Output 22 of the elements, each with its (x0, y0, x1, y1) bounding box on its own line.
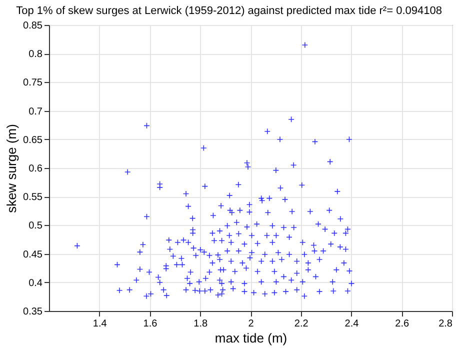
x-tick-label: 2.6 (395, 318, 410, 330)
y-tick-label: 0.55 (23, 192, 43, 204)
y-tick-label: 0.8 (28, 49, 43, 60)
y-tick-label: 0.85 (23, 20, 43, 32)
x-axis-title: max tide (m) (214, 330, 288, 346)
y-tick-label: 0.5 (28, 220, 43, 232)
y-tick-label: 0.45 (23, 249, 43, 260)
y-axis-title: skew surge (m) (4, 124, 20, 213)
x-tick-label: 2.4 (344, 318, 360, 330)
y-tick-label: 0.65 (23, 134, 43, 146)
y-tick-label: 0.75 (23, 78, 43, 89)
y-tick-label: 0.35 (23, 306, 43, 318)
x-tick-label: 2 (248, 318, 254, 330)
x-tick-label: 1.8 (194, 318, 208, 330)
x-tick-label: 1.6 (143, 318, 158, 330)
y-tick-label: 0.7 (28, 106, 43, 118)
x-tick-label: 1.4 (92, 318, 108, 330)
chart-title: Top 1% of skew surges at Lerwick (1959-2012) against predicted max tide r²= 0.094108 (16, 5, 442, 17)
y-tick-label: 0.6 (28, 164, 43, 174)
x-tick-label: 2.2 (294, 318, 309, 330)
y-tick-label: 0.4 (28, 278, 43, 289)
x-tick-label: 2.8 (438, 318, 453, 330)
